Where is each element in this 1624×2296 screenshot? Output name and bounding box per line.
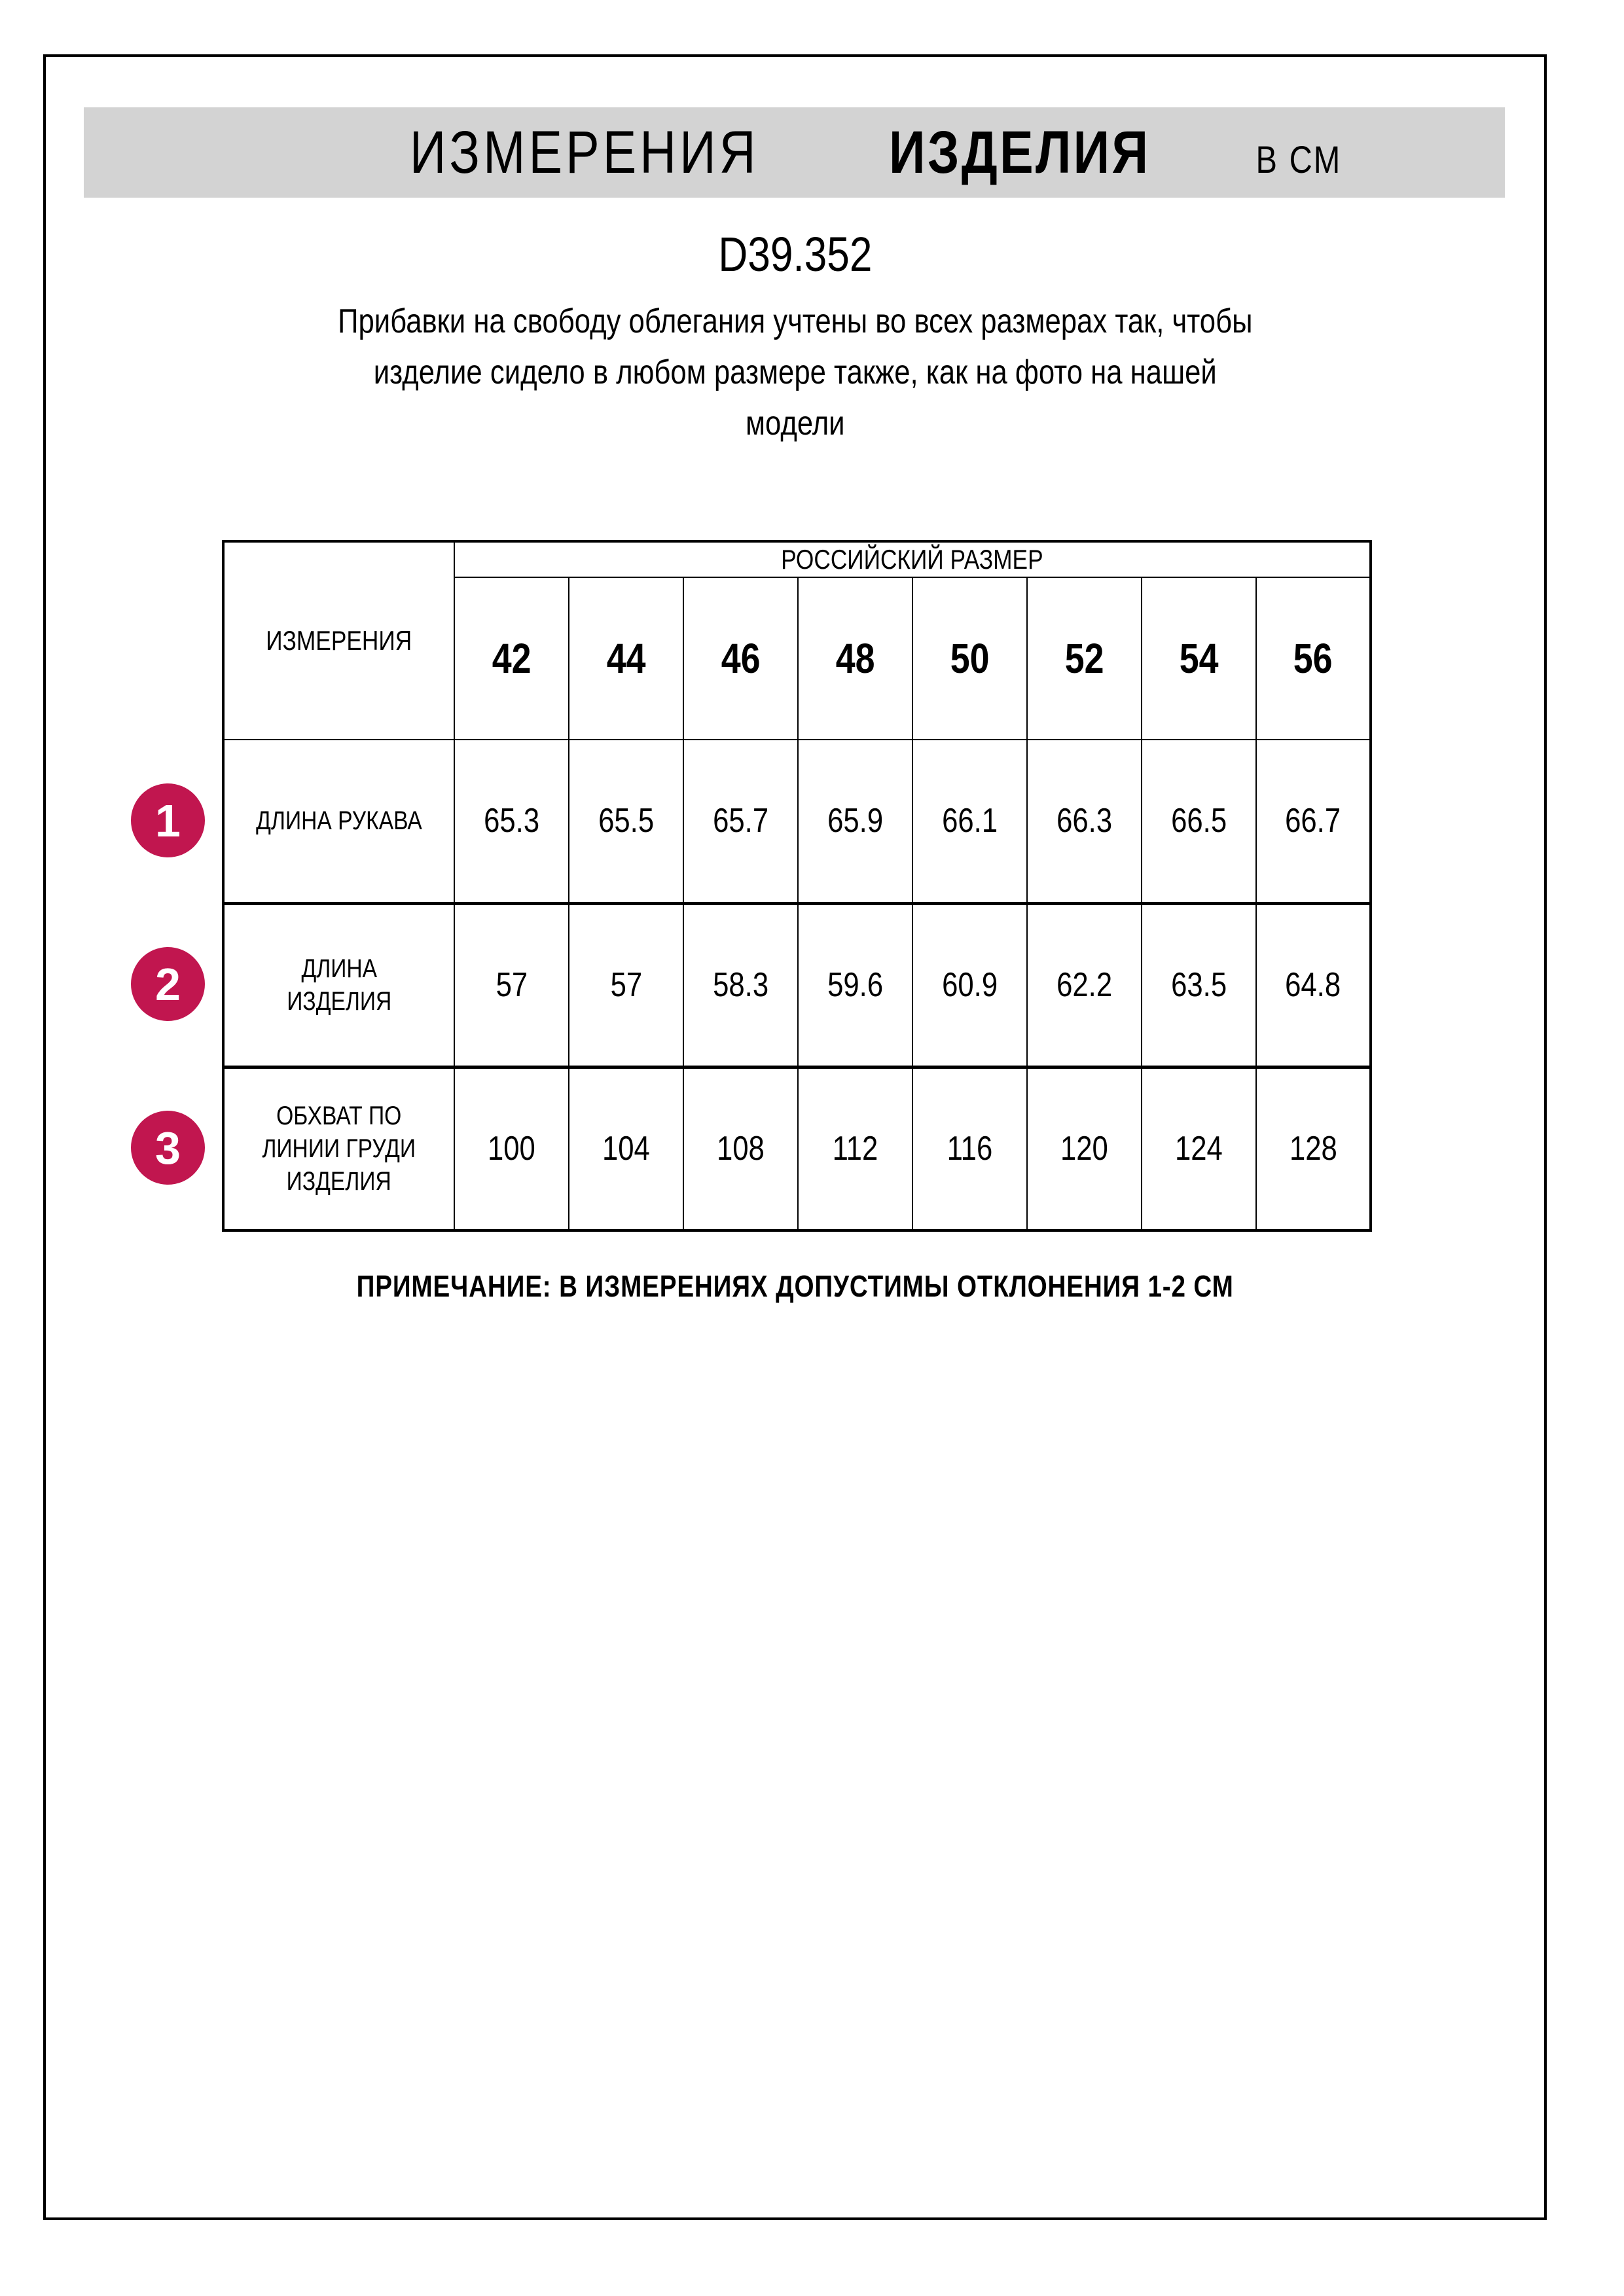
- row-marker-1: 1: [131, 783, 205, 857]
- size-header: 46: [683, 577, 799, 740]
- page-title: ИЗМЕРЕНИЯ ИЗДЕЛИЯ В СМ: [376, 118, 1350, 187]
- measurement-value: 59.6: [797, 903, 913, 1069]
- measurement-value: 112: [797, 1066, 913, 1231]
- measurement-value: 58.3: [683, 903, 799, 1069]
- intro-text-lines: Прибавки на свободу облегания учтены во …: [337, 302, 1253, 442]
- table-row-sleeve-length: ДЛИНА РУКАВА 65.3 65.5 65.7 65.9 66.1 66…: [223, 739, 1372, 905]
- measurement-value: 63.5: [1141, 903, 1257, 1069]
- measurement-value: 100: [454, 1066, 569, 1231]
- measurement-value: 128: [1255, 1066, 1372, 1231]
- measurement-value: 66.3: [1026, 739, 1142, 905]
- title-word-product: ИЗДЕЛИЯ: [889, 118, 1151, 186]
- measurement-value: 65.9: [797, 739, 913, 905]
- row-label: ДЛИНА РУКАВА: [223, 739, 455, 905]
- row-marker-number: 1: [155, 795, 181, 846]
- measurement-value: 65.7: [683, 739, 799, 905]
- measurement-value: 65.5: [568, 739, 684, 905]
- measurement-value: 104: [568, 1066, 684, 1231]
- measurement-value: 65.3: [454, 739, 569, 905]
- size-header: 44: [568, 577, 684, 740]
- table-corner-header: ИЗМЕРЕНИЯ: [223, 541, 455, 740]
- measurement-value: 66.1: [912, 739, 1028, 905]
- title-unit: В СМ: [1255, 138, 1342, 181]
- measurement-value: 62.2: [1026, 903, 1142, 1069]
- table-row-chest-girth: ОБХВАТ ПО ЛИНИИ ГРУДИ ИЗДЕЛИЯ 100 104 10…: [223, 1066, 1372, 1231]
- measurement-value: 60.9: [912, 903, 1028, 1069]
- size-header: 54: [1141, 577, 1257, 740]
- size-header: 48: [797, 577, 913, 740]
- table-sizes-row: 42 44 46 48 50 52 54 56: [223, 577, 1372, 740]
- row-label: ДЛИНА ИЗДЕЛИЯ: [223, 903, 455, 1069]
- measurement-value: 66.5: [1141, 739, 1257, 905]
- article-code: D39.352: [43, 226, 1547, 282]
- measurement-value: 66.7: [1255, 739, 1372, 905]
- row-marker-number: 3: [155, 1122, 181, 1174]
- row-marker-3: 3: [131, 1111, 205, 1185]
- title-word-measurements: ИЗМЕРЕНИЯ: [409, 118, 759, 186]
- measurement-value: 120: [1026, 1066, 1142, 1231]
- measurement-value: 108: [683, 1066, 799, 1231]
- size-header: 56: [1255, 577, 1372, 740]
- table-header-row-group: ИЗМЕРЕНИЯ РОССИЙСКИЙ РАЗМЕР: [223, 541, 1372, 740]
- measurement-value: 64.8: [1255, 903, 1372, 1069]
- intro-text: Прибавки на свободу облегания учтены во …: [43, 296, 1547, 449]
- measurement-value: 57: [454, 903, 569, 1069]
- size-header: 50: [912, 577, 1028, 740]
- measurement-value: 124: [1141, 1066, 1257, 1231]
- measurement-tolerance-note: ПРИМЕЧАНИЕ: В ИЗМЕРЕНИЯХ ДОПУСТИМЫ ОТКЛО…: [43, 1268, 1547, 1304]
- note-text-content: ПРИМЕЧАНИЕ: В ИЗМЕРЕНИЯХ ДОПУСТИМЫ ОТКЛО…: [356, 1269, 1234, 1303]
- row-marker-number: 2: [155, 958, 181, 1010]
- page-border: [43, 54, 1547, 2220]
- measurement-value: 57: [568, 903, 684, 1069]
- size-header: 52: [1026, 577, 1142, 740]
- size-table: ИЗМЕРЕНИЯ РОССИЙСКИЙ РАЗМЕР 42 44 46 48 …: [222, 540, 1373, 1232]
- article-code-text: D39.352: [717, 227, 873, 281]
- row-marker-2: 2: [131, 947, 205, 1021]
- title-bar: ИЗМЕРЕНИЯ ИЗДЕЛИЯ В СМ: [84, 107, 1505, 198]
- row-label: ОБХВАТ ПО ЛИНИИ ГРУДИ ИЗДЕЛИЯ: [223, 1066, 455, 1231]
- table-row-product-length: ДЛИНА ИЗДЕЛИЯ 57 57 58.3 59.6 60.9 62.2 …: [223, 903, 1372, 1069]
- size-header: 42: [454, 577, 569, 740]
- size-group-header: РОССИЙСКИЙ РАЗМЕР: [453, 541, 1372, 578]
- measurement-value: 116: [912, 1066, 1028, 1231]
